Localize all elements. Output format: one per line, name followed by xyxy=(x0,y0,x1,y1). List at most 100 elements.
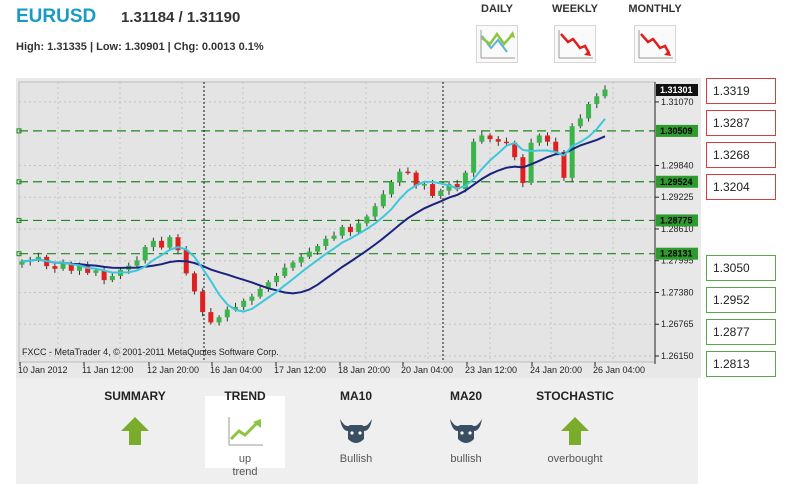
resistance-level-4: 1.3204 xyxy=(706,174,776,200)
candle-body xyxy=(249,296,255,301)
time-tick-label: 17 Jan 12:00 xyxy=(274,365,326,375)
candle-body xyxy=(364,216,370,224)
tab-monthly[interactable]: MONTHLY xyxy=(624,3,686,63)
support-level-3: 1.2877 xyxy=(706,319,776,345)
ma-fast-line xyxy=(21,118,606,313)
candle-body xyxy=(208,312,214,323)
indicator-value: up trend xyxy=(232,453,258,478)
candle-body xyxy=(561,152,567,178)
candle-body xyxy=(109,275,115,281)
candle-body xyxy=(512,142,518,158)
candle-body xyxy=(503,141,509,144)
level-marker xyxy=(16,217,22,223)
candle-body xyxy=(438,190,444,196)
candle-body xyxy=(290,262,296,268)
candle-body xyxy=(413,172,419,186)
time-tick-label: 18 Jan 20:00 xyxy=(338,365,390,375)
trend-up-icon xyxy=(476,25,518,63)
candle-body xyxy=(569,126,575,178)
candle-body xyxy=(586,103,592,119)
indicator-stochastic[interactable]: STOCHASTIC overbought xyxy=(520,378,630,466)
indicator-title: MA20 xyxy=(449,389,482,403)
candle-body xyxy=(315,246,321,252)
time-tick-label: 20 Jan 04:00 xyxy=(401,365,453,375)
candle-body xyxy=(265,282,271,289)
indicator-ma20[interactable]: MA20 bullish xyxy=(411,378,521,466)
level-marker xyxy=(16,179,22,185)
indicator-value: bullish xyxy=(450,453,482,465)
candle-body xyxy=(200,291,206,313)
candle-body xyxy=(594,96,600,104)
price-chart[interactable]: 1.31070 1.29840 1.29225 1.28610 1.27995 1.273… xyxy=(0,78,701,379)
trend-down-icon xyxy=(554,25,596,63)
time-tick-label: 11 Jan 12:00 xyxy=(82,365,133,375)
level-lines xyxy=(16,128,655,257)
time-tick-label: 23 Jan 12:00 xyxy=(465,365,517,375)
price-tick-label: 1.29840 xyxy=(661,160,694,170)
indicator-trend[interactable]: TREND up trend xyxy=(190,378,300,479)
candle-body xyxy=(101,270,107,281)
time-axis: 10 Jan 2012 11 Jan 12:00 12 Jan 20:00 16 Ja… xyxy=(18,362,645,375)
candle-body xyxy=(536,135,542,143)
candle-body xyxy=(52,266,58,269)
candle-body xyxy=(224,309,230,318)
level-price-tag xyxy=(656,214,698,227)
candle-body xyxy=(134,260,140,266)
resistance-level-3: 1.3268 xyxy=(706,142,776,168)
candle-body xyxy=(93,270,99,273)
price-tick-label: 1.26765 xyxy=(661,319,694,329)
tab-monthly-label: MONTHLY xyxy=(628,3,682,15)
candle-body xyxy=(167,237,173,248)
candle-body xyxy=(241,300,247,307)
selected-highlight xyxy=(205,396,285,468)
candle-body xyxy=(487,135,493,140)
level-price-tag-label: 1.28775 xyxy=(660,215,693,225)
candle-body xyxy=(405,171,411,174)
price-tick-label: 1.28610 xyxy=(661,224,694,234)
tab-weekly-label: WEEKLY xyxy=(551,3,599,15)
candle-body xyxy=(331,235,337,239)
level-price-tag-label: 1.28131 xyxy=(660,249,693,259)
time-tick-label: 10 Jan 2012 xyxy=(18,365,68,375)
level-price-tag-label: 1.30509 xyxy=(660,126,693,136)
chart-grid xyxy=(19,82,655,362)
tab-weekly[interactable]: WEEKLY xyxy=(544,3,606,63)
level-price-tag xyxy=(656,175,698,188)
candle-body xyxy=(159,240,165,248)
candle-body xyxy=(19,261,25,265)
arrow-up-icon xyxy=(115,413,155,449)
tab-daily-label: DAILY xyxy=(481,3,513,15)
candle-body xyxy=(191,273,197,292)
indicator-value: overbought xyxy=(547,453,603,465)
support-level-4: 1.2813 xyxy=(706,351,776,377)
candle-body xyxy=(380,194,386,207)
bid-ask-quote: 1.31184 / 1.31190 xyxy=(121,9,241,26)
candle-body xyxy=(347,226,353,233)
candle-body xyxy=(76,265,82,271)
candle-body xyxy=(528,142,534,184)
support-level-1: 1.3050 xyxy=(706,255,776,281)
current-price-tag-label: 1.31301 xyxy=(660,85,693,95)
candle-body xyxy=(68,263,74,271)
level-marker xyxy=(16,251,22,257)
indicator-title: STOCHASTIC xyxy=(536,389,614,403)
candle-body xyxy=(520,157,526,184)
time-tick-label: 12 Jan 20:00 xyxy=(147,365,199,375)
trend-up-icon xyxy=(225,413,265,449)
indicator-summary[interactable]: SUMMARY xyxy=(80,378,190,453)
price-axis: 1.31070 1.29840 1.29225 1.28610 1.27995 1.273… xyxy=(654,82,694,364)
tab-daily[interactable]: DAILY xyxy=(466,3,528,63)
candle-body xyxy=(602,89,608,97)
indicators-panel: SUMMARY TREND up trend MA10 Bullish xyxy=(16,378,698,484)
resistance-level-2: 1.3287 xyxy=(706,110,776,136)
candle-body xyxy=(356,223,362,233)
time-tick-label: 26 Jan 04:00 xyxy=(593,365,645,375)
candle-body xyxy=(421,184,427,186)
indicator-ma10[interactable]: MA10 Bullish xyxy=(301,378,411,466)
indicator-title: SUMMARY xyxy=(104,389,166,403)
candle-body xyxy=(257,288,263,297)
indicator-title: TREND xyxy=(224,389,266,403)
symbol-title: EURUSD xyxy=(16,6,97,27)
current-price-tag xyxy=(656,84,698,96)
candle-body xyxy=(175,237,181,251)
